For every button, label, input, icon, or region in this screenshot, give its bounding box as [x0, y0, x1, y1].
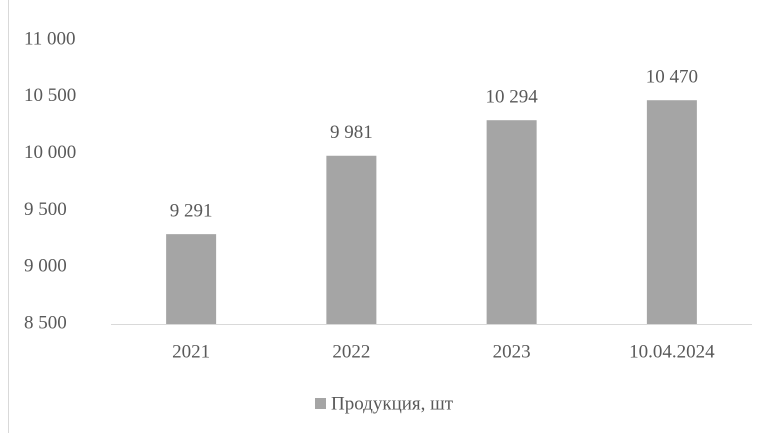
x-tick-label: 2023: [493, 341, 531, 362]
data-label: 10 470: [646, 67, 698, 88]
x-tick-label: 10.04.2024: [629, 341, 715, 362]
y-tick-label: 9 000: [24, 256, 67, 277]
legend-swatch: [315, 398, 326, 409]
bar: [646, 100, 697, 324]
x-tick-label: 2022: [332, 341, 370, 362]
y-tick-label: 9 500: [24, 199, 67, 220]
data-label: 10 294: [486, 87, 539, 108]
bar: [326, 155, 377, 324]
y-tick-label: 11 000: [24, 28, 76, 49]
y-tick-label: 10 500: [24, 85, 76, 106]
legend-label: Продукция, шт: [331, 393, 454, 414]
bar: [166, 234, 217, 324]
y-tick-label: 10 000: [24, 142, 76, 163]
x-tick-label: 2021: [172, 341, 210, 362]
data-label: 9 981: [330, 122, 373, 143]
bar: [486, 120, 537, 324]
y-tick-label: 8 500: [24, 312, 67, 333]
data-label: 9 291: [170, 201, 213, 222]
